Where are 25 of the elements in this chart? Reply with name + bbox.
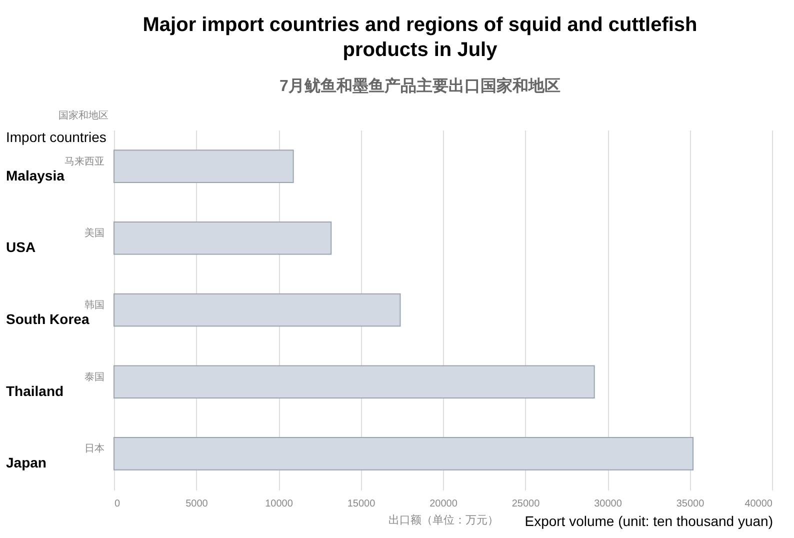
text: USA bbox=[6, 239, 36, 256]
chart-subtitle: 7月鱿鱼和墨鱼产品主要出口国家和地区 bbox=[280, 76, 560, 95]
text: Thailand bbox=[6, 382, 64, 399]
text: Import countries bbox=[6, 129, 106, 145]
x-tick-label: 25000 bbox=[512, 498, 540, 510]
chart-title: Major import countries and regions of squid and cuttlefish products in July bbox=[142, 14, 698, 61]
x-axis-title: 出口额（单位：万元） bbox=[388, 514, 498, 526]
x-tick-label: 5000 bbox=[186, 498, 208, 510]
x-tick-label: 30000 bbox=[594, 498, 622, 510]
x-tick-label: 0 bbox=[114, 498, 120, 510]
text: South Korea bbox=[6, 311, 90, 327]
x-tick-label: 20000 bbox=[430, 498, 458, 510]
y-tick-label: 泰国 bbox=[84, 372, 104, 383]
y-axis-title: 国家和地区 bbox=[58, 110, 108, 122]
x-tick-label: 40000 bbox=[744, 498, 773, 510]
y-tick-label: 美国 bbox=[84, 227, 104, 240]
x-tick-label: 35000 bbox=[676, 498, 705, 510]
x-tick-label: 10000 bbox=[265, 498, 294, 510]
text: Japan bbox=[6, 454, 46, 471]
y-tick-label: 马来西亚 bbox=[64, 155, 104, 168]
text: Export volume (unit: ten thousand yuan) bbox=[524, 513, 773, 529]
text: Malaysia bbox=[6, 167, 65, 184]
y-tick-label: 韩国 bbox=[84, 299, 104, 311]
y-tick-label: 日本 bbox=[84, 442, 104, 455]
x-tick-label: 15000 bbox=[347, 498, 376, 510]
